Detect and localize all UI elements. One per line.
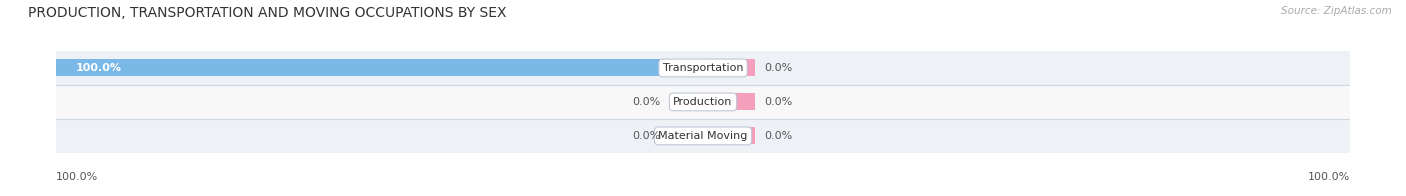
Text: 0.0%: 0.0% — [765, 63, 793, 73]
Text: 100.0%: 100.0% — [76, 63, 122, 73]
Text: 0.0%: 0.0% — [765, 97, 793, 107]
Text: 100.0%: 100.0% — [56, 172, 98, 182]
Text: Production: Production — [673, 97, 733, 107]
Bar — [56, 85, 1350, 119]
Text: 0.0%: 0.0% — [633, 97, 661, 107]
Bar — [703, 59, 755, 76]
Bar — [56, 59, 703, 76]
Bar — [56, 51, 1350, 85]
Bar — [671, 127, 703, 144]
Text: Source: ZipAtlas.com: Source: ZipAtlas.com — [1281, 6, 1392, 16]
Bar — [703, 93, 755, 110]
Bar — [703, 127, 755, 144]
Text: 100.0%: 100.0% — [1308, 172, 1350, 182]
Text: 0.0%: 0.0% — [765, 131, 793, 141]
Bar — [56, 119, 1350, 153]
Text: Material Moving: Material Moving — [658, 131, 748, 141]
Text: Transportation: Transportation — [662, 63, 744, 73]
Text: PRODUCTION, TRANSPORTATION AND MOVING OCCUPATIONS BY SEX: PRODUCTION, TRANSPORTATION AND MOVING OC… — [28, 6, 506, 20]
Bar — [671, 93, 703, 110]
Text: 0.0%: 0.0% — [633, 131, 661, 141]
